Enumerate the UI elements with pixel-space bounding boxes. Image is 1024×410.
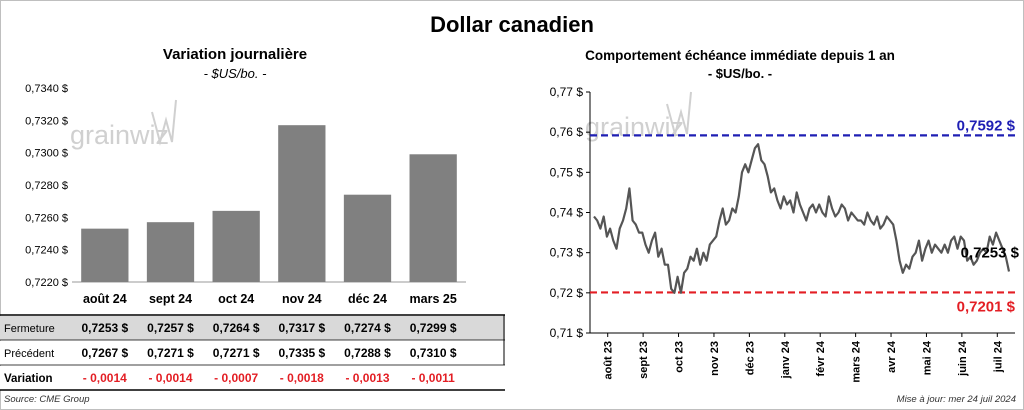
bar <box>212 210 260 282</box>
table-cell: 0,7271 $ <box>213 346 260 360</box>
table-cell: - 0,0014 <box>83 371 127 385</box>
y-tick-label: 0,7220 $ <box>25 277 68 289</box>
update-note: Mise à jour: mer 24 juil 2024 <box>896 394 1016 405</box>
row-label: Précédent <box>4 348 54 360</box>
x-tick-label: oct 23 <box>674 341 686 373</box>
watermark-text: grainwiz <box>585 112 684 142</box>
x-tick-label: janv 24 <box>780 340 792 379</box>
table-cell: - 0,0007 <box>214 371 258 385</box>
table-cell: 0,7317 $ <box>278 321 325 335</box>
close-row <box>0 316 505 340</box>
x-tick-label: nov 23 <box>709 341 721 376</box>
x-tick-label: juin 24 <box>957 340 969 377</box>
x-tick-label: avr 24 <box>886 340 898 373</box>
category-label: août 24 <box>83 292 127 306</box>
table-cell: - 0,0011 <box>411 371 455 385</box>
table-cell: 0,7264 $ <box>213 321 260 335</box>
y-tick-label: 0,75 $ <box>550 165 584 179</box>
y-tick-label: 0,7320 $ <box>25 115 68 127</box>
table-cell: 0,7271 $ <box>147 346 194 360</box>
watermark-text: grainwiz <box>70 120 169 150</box>
row-label: Fermeture <box>4 323 55 335</box>
low-reference-label: 0,7201 $ <box>957 298 1016 315</box>
y-tick-label: 0,73 $ <box>550 246 584 260</box>
y-tick-label: 0,72 $ <box>550 286 584 300</box>
y-tick-label: 0,7280 $ <box>25 180 68 192</box>
table-cell: 0,7335 $ <box>278 346 325 360</box>
y-tick-label: 0,7300 $ <box>25 148 68 160</box>
table-cell: 0,7310 $ <box>410 346 457 360</box>
previous-row <box>0 341 505 365</box>
high-reference-label: 0,7592 $ <box>957 117 1016 134</box>
table-cell: - 0,0018 <box>280 371 324 385</box>
table-cell: 0,7267 $ <box>81 346 128 360</box>
category-label: déc 24 <box>348 292 387 306</box>
price-series-line <box>593 143 1011 294</box>
bar <box>409 154 457 282</box>
y-tick-label: 0,74 $ <box>550 206 584 220</box>
watermark-icon <box>151 99 177 146</box>
table-cell: 0,7288 $ <box>344 346 391 360</box>
y-tick-label: 0,7340 $ <box>25 83 68 95</box>
x-tick-label: déc 23 <box>744 341 756 375</box>
table-cell: 0,7253 $ <box>81 321 128 335</box>
table-cell: 0,7274 $ <box>344 321 391 335</box>
x-tick-label: mars 24 <box>851 340 863 382</box>
y-tick-label: 0,71 $ <box>550 326 584 340</box>
y-tick-label: 0,7260 $ <box>25 212 68 224</box>
page-title: Dollar canadien <box>430 12 594 37</box>
bar <box>343 194 392 282</box>
category-label: oct 24 <box>218 292 254 306</box>
source-note: Source: CME Group <box>4 394 90 405</box>
last-value-label: 0,7253 $ <box>961 245 1020 262</box>
category-label: nov 24 <box>282 292 322 306</box>
bar <box>81 228 129 282</box>
table-cell: 0,7299 $ <box>410 321 457 335</box>
left-chart-title: Variation journalière <box>162 46 308 63</box>
x-tick-label: août 23 <box>603 341 615 380</box>
bar-chart: grainwiz 0,7220 $ 0,7240 $ 0,7260 $ 0,7280 $… <box>0 83 505 391</box>
line-chart: grainwiz 0,71 $ 0,72 $ 0,73 $ 0,74 $ 0,75 $ 0,… <box>550 85 1020 383</box>
y-tick-label: 0,7240 $ <box>25 245 68 257</box>
x-tick-label: juil 24 <box>992 340 1004 373</box>
watermark-icon <box>666 91 692 138</box>
table-cell: - 0,0013 <box>345 371 389 385</box>
left-chart-subtitle: - $US/bo. - <box>203 66 267 81</box>
table-cell: 0,7257 $ <box>147 321 194 335</box>
change-row <box>0 366 505 390</box>
row-label: Variation <box>4 373 53 385</box>
y-tick-label: 0,76 $ <box>550 125 584 139</box>
x-tick-label: mai 24 <box>921 340 933 375</box>
x-tick-label: févr 24 <box>815 340 827 376</box>
bar <box>278 125 326 282</box>
right-chart-title: Comportement échéance immédiate depuis 1… <box>585 48 895 63</box>
bar <box>146 222 195 282</box>
table-cell: - 0,0014 <box>148 371 192 385</box>
y-tick-label: 0,77 $ <box>550 85 584 99</box>
category-label: sept 24 <box>149 292 192 306</box>
x-tick-label: sept 23 <box>638 341 650 379</box>
category-label: mars 25 <box>410 292 457 306</box>
right-chart-subtitle: - $US/bo. - <box>707 66 773 81</box>
